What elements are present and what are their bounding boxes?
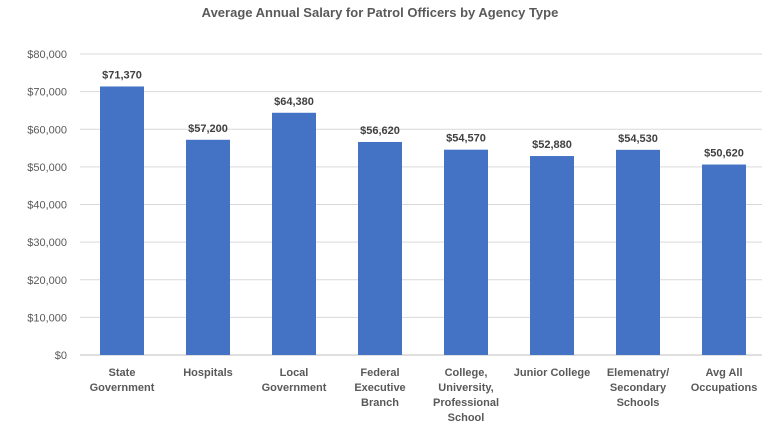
data-label: $50,620 [704,148,744,160]
data-label: $57,200 [188,123,228,135]
x-tick-label-line: Hospitals [183,367,233,379]
x-tick-label-line: Executive [354,382,405,394]
bar [616,149,660,355]
x-tick-label-line: School [448,412,485,424]
x-tick-label: Junior College [514,367,590,379]
x-tick-label-line: University, [438,382,493,394]
y-tick-label: $60,000 [27,124,67,136]
bar [702,164,746,355]
x-tick-label: Hospitals [183,367,233,379]
data-label: $56,620 [360,125,400,137]
data-label: $52,880 [532,139,572,151]
x-tick-label-line: Junior College [514,367,590,379]
data-labels: $71,370 $57,200 $64,380 $56,620 $54,570 $52,8… [102,69,744,159]
bar [186,139,230,355]
x-tick-label-line: Elemenatry/ [607,367,669,379]
x-tick-label-line: Local [280,367,309,379]
y-tick-label: $50,000 [27,162,67,174]
y-tick-label: $30,000 [27,237,67,249]
x-tick-label-line: Schools [617,397,660,409]
x-tick-label: Local Government [262,367,327,394]
bar [444,149,488,355]
y-tick-label: $70,000 [27,87,67,99]
data-label: $54,530 [618,133,658,145]
y-tick-label: $10,000 [27,312,67,324]
x-tick-label-line: Professional [433,397,499,409]
x-tick-label-line: Government [90,382,155,394]
bars [100,86,746,356]
x-tick-label-line: Federal [360,367,399,379]
bar [272,112,316,355]
x-tick-label-line: Avg All [705,367,742,379]
x-tick-label-line: Government [262,382,327,394]
x-tick-label: Avg All Occupations [691,367,758,394]
x-tick-label-line: Occupations [691,382,758,394]
data-label: $71,370 [102,69,142,81]
x-tick-label: College, University, Professional School [433,367,499,424]
x-tick-label-line: Branch [361,397,399,409]
data-label: $54,570 [446,133,486,145]
bar [358,141,402,355]
y-tick-label: $20,000 [27,275,67,287]
x-tick-label-line: College, [445,367,488,379]
chart-title: Average Annual Salary for Patrol Officer… [202,5,559,20]
y-tick-label: $80,000 [27,49,67,61]
x-axis: State Government Hospitals Local Government F… [90,367,758,424]
x-tick-label: Federal Executive Branch [354,367,405,409]
x-tick-label-line: Secondary [610,382,667,394]
x-tick-label: Elemenatry/Secondary Schools [607,367,669,409]
data-label: $64,380 [274,96,314,108]
y-tick-label: $40,000 [27,200,67,212]
x-tick-label-line: State [109,367,136,379]
y-axis: $0 $10,000 $20,000 $30,000 $40,000 $50,000 $60… [27,49,67,362]
bar [100,86,144,356]
x-tick-label: State Government [90,367,155,394]
bar [530,156,574,355]
y-tick-label: $0 [55,350,67,362]
